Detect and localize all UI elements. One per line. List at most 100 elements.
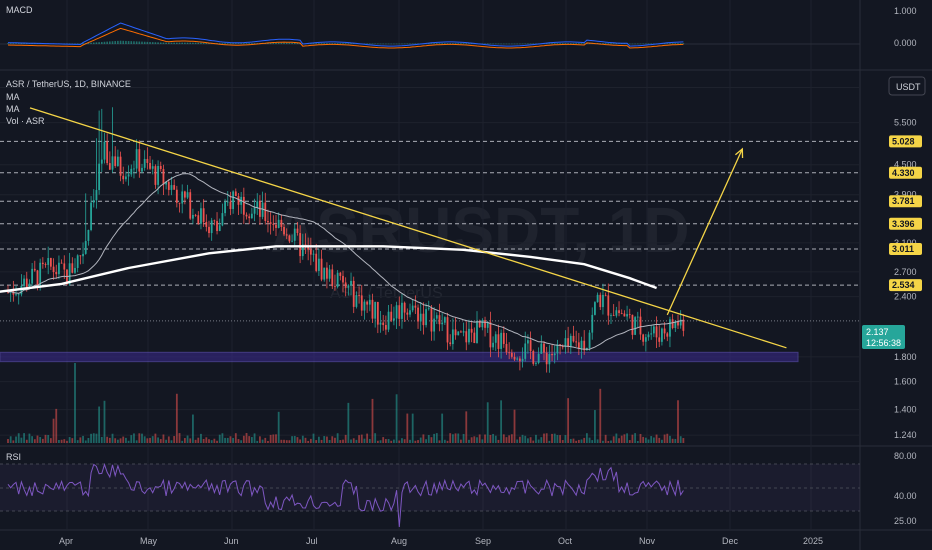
candle-body — [250, 213, 253, 219]
macd-hist — [159, 42, 162, 44]
volume-bar — [401, 438, 403, 443]
candle-body — [194, 214, 197, 216]
candle-body — [567, 338, 570, 348]
candle-body — [296, 228, 299, 234]
macd-hist — [414, 43, 417, 44]
macd-hist — [395, 43, 398, 45]
macd-hist — [559, 43, 561, 44]
price-tick: 1.400 — [894, 405, 917, 415]
volume-bar — [618, 438, 620, 443]
candle-body — [583, 340, 586, 351]
macd-line — [7, 22, 684, 47]
volume-bar — [553, 433, 556, 443]
candle-body — [502, 332, 505, 344]
macd-hist — [409, 43, 411, 45]
target-arrow-drawing[interactable] — [666, 147, 744, 316]
volume-bar — [301, 435, 304, 443]
macd-hist — [570, 43, 572, 44]
macd-hist — [497, 43, 500, 45]
volume-bar — [460, 439, 462, 443]
macd-hist — [275, 42, 277, 44]
indicator-ma-1[interactable]: MA — [6, 92, 20, 102]
candle-body — [15, 294, 17, 296]
macd-hist — [138, 41, 141, 44]
volume-bar — [253, 433, 256, 443]
macd-hist — [521, 43, 524, 45]
macd-hist — [612, 43, 615, 44]
volume-bar — [502, 434, 505, 443]
volume-bar — [350, 439, 352, 443]
volume-bar — [326, 436, 328, 443]
candle-body — [23, 278, 25, 286]
candle-body — [60, 262, 63, 264]
macd-hist — [339, 43, 342, 44]
volume-bar — [178, 433, 181, 443]
price-tick: 3.900 — [894, 190, 917, 200]
time-label: Dec — [722, 536, 739, 546]
rsi-label[interactable]: RSI — [6, 452, 21, 462]
volume-bar — [425, 439, 427, 443]
indicator-ma-2[interactable]: MA — [6, 104, 20, 114]
volume-bar — [149, 437, 151, 443]
candle-body — [518, 358, 521, 362]
candle-body — [114, 156, 117, 166]
candle-body — [468, 328, 470, 343]
candle-body — [540, 343, 543, 354]
volume-bar — [17, 433, 20, 443]
candle-body — [476, 320, 478, 344]
candle-body — [74, 267, 76, 273]
candle-body — [596, 294, 599, 303]
candle-body — [229, 201, 232, 210]
candle-body — [553, 353, 556, 356]
indicator-volume[interactable]: Vol · ASR — [6, 116, 45, 126]
currency-button[interactable]: USDT — [888, 76, 926, 96]
volume-bar — [468, 439, 470, 443]
macd-hist — [143, 41, 146, 44]
macd-hist — [352, 43, 355, 44]
macd-hist — [170, 42, 173, 44]
volume-bar — [492, 433, 494, 443]
candle-body — [607, 295, 610, 316]
volume-bar — [342, 439, 344, 443]
candle-body — [331, 269, 334, 287]
macd-hist — [221, 43, 224, 44]
candle-body — [267, 220, 269, 223]
candle-body — [307, 246, 310, 250]
level-pill-text: 3.781 — [892, 196, 915, 206]
macd-hist — [315, 43, 317, 44]
candle-body — [473, 332, 476, 344]
trendline-drawing[interactable] — [29, 107, 787, 349]
volume-bar — [556, 435, 559, 443]
macd-hist — [103, 41, 106, 44]
volume-bar — [175, 393, 178, 443]
volume-bar — [650, 436, 653, 443]
candle-body — [623, 313, 626, 317]
candle-body — [419, 313, 422, 322]
candle-body — [494, 334, 497, 343]
volume-bar — [336, 433, 339, 443]
macd-hist — [25, 43, 28, 44]
macd-hist — [551, 43, 553, 44]
volume-bar — [409, 439, 411, 443]
candle-body — [146, 158, 149, 163]
symbol-title[interactable]: ASR / TetherUS, 1D, BINANCE — [6, 79, 131, 89]
candle-body — [92, 200, 95, 203]
price-tick: 3.100 — [894, 238, 917, 248]
candle-body — [181, 191, 184, 204]
candle-body — [489, 322, 492, 348]
volume-bar — [95, 433, 98, 443]
volume-bar — [478, 434, 481, 443]
volume-bar — [508, 435, 511, 443]
candle-body — [183, 191, 186, 198]
macd-hist — [663, 43, 666, 44]
volume-bar — [250, 437, 253, 443]
volume-bar — [31, 436, 34, 443]
volume-bar — [291, 436, 293, 443]
volume-bar — [125, 437, 127, 443]
candle-body — [242, 196, 245, 215]
macd-label[interactable]: MACD — [6, 5, 33, 15]
candle-body — [382, 322, 385, 326]
macd-hist — [511, 43, 513, 45]
